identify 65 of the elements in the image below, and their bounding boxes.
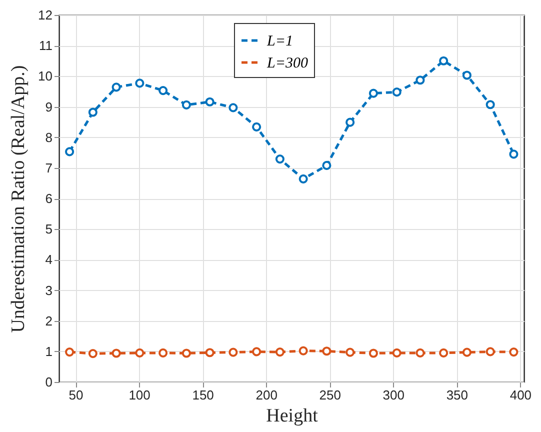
point [416, 348, 425, 358]
y-tick-label: 5 [45, 222, 52, 237]
x-tick-label: 50 [68, 388, 84, 402]
point [182, 100, 191, 110]
point [298, 174, 308, 184]
x-tick-label: 250 [319, 388, 341, 402]
point [88, 108, 98, 117]
point [65, 348, 74, 357]
point [509, 150, 518, 159]
y-tick-label: 8 [45, 130, 52, 145]
point [322, 346, 332, 356]
point [392, 88, 402, 97]
y-tick-label: 1 [45, 344, 52, 359]
y-tick-label: 3 [45, 282, 52, 298]
point [346, 348, 355, 357]
y-tick-label: 7 [45, 160, 52, 176]
point [392, 348, 402, 358]
point [205, 97, 214, 106]
x-tick-label: 300 [382, 388, 404, 402]
point [509, 348, 518, 357]
x-tick-label: 100 [128, 388, 150, 402]
x-tick-label: 150 [192, 388, 214, 402]
point [462, 348, 472, 357]
point [158, 86, 168, 96]
point [486, 347, 495, 356]
point [346, 118, 355, 127]
x-tick-label: 350 [446, 388, 468, 402]
point [368, 348, 378, 358]
point [65, 147, 74, 156]
point [252, 347, 262, 356]
point [298, 346, 308, 356]
y-tick-label: 11 [39, 38, 52, 54]
point [368, 88, 378, 98]
point [486, 100, 495, 110]
y-tick-label: 6 [45, 191, 52, 206]
y-tick-label: 10 [38, 68, 52, 84]
y-tick-label: 0 [45, 374, 52, 390]
x-tick-label: 200 [256, 388, 278, 402]
point [158, 348, 168, 358]
point [252, 122, 262, 132]
point [322, 160, 332, 170]
point [275, 154, 284, 164]
point [416, 76, 425, 85]
y-tick-label: 9 [45, 99, 52, 114]
y-axis-title: Underestimation Ratio (Real/App.) [8, 65, 30, 333]
point [228, 348, 238, 357]
point [439, 56, 448, 66]
point [88, 349, 98, 358]
point [112, 348, 121, 358]
point [135, 348, 144, 358]
point [462, 70, 472, 80]
point [275, 348, 284, 357]
y-tick-label: 2 [45, 313, 52, 328]
x-axis-title: Height [266, 406, 319, 426]
point [439, 348, 448, 358]
y-tick-label: 12 [38, 8, 52, 22]
x-tick-label: 400 [510, 388, 532, 402]
point [205, 348, 214, 358]
legend-label: L=300 [266, 56, 308, 72]
point [228, 103, 238, 112]
point [182, 348, 191, 358]
point [135, 78, 144, 88]
legend-label: L=1 [266, 34, 293, 50]
y-tick-label: 4 [45, 252, 52, 268]
point [112, 82, 121, 92]
